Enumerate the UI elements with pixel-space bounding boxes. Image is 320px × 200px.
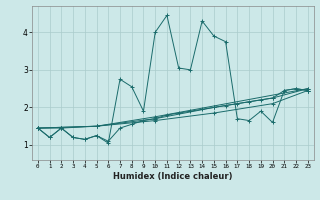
X-axis label: Humidex (Indice chaleur): Humidex (Indice chaleur): [113, 172, 233, 181]
